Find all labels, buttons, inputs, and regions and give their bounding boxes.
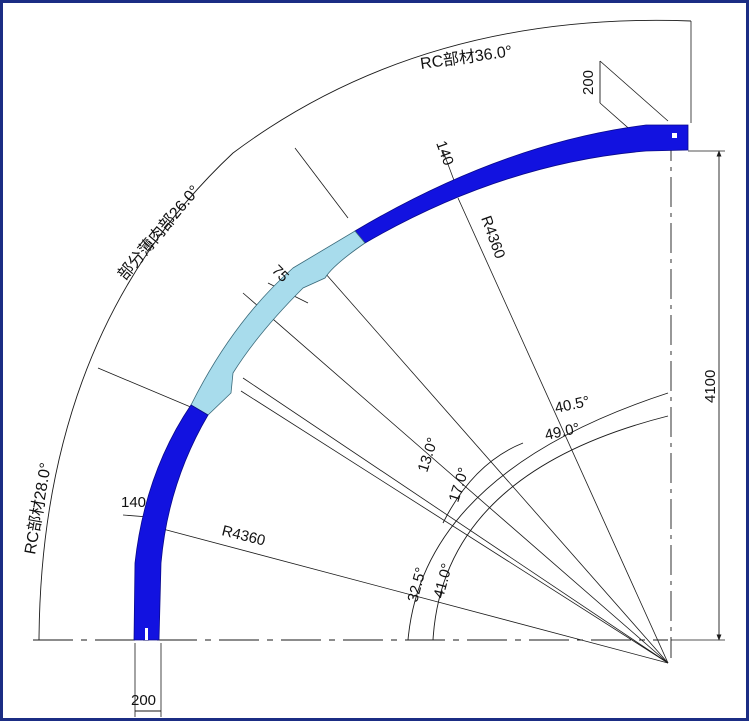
label-radius-lower: R4360: [220, 522, 267, 549]
outer-dimension-arc: [38, 19, 692, 641]
label-angle-170: 17.0°: [446, 466, 473, 505]
rc-member-lower: [133, 404, 209, 641]
radial-lines: [158, 197, 669, 664]
arch-section-diagram: RC部材36.0° 部分薄肉部26.0° RC部材28.0° 200 140 R…: [21, 19, 725, 717]
label-dim-140-left: 140: [121, 494, 146, 511]
label-dim-200-top: 200: [580, 70, 597, 95]
label-dim-4100: 4100: [702, 370, 719, 403]
label-rc-bottom: RC部材28.0°: [21, 461, 55, 555]
extension-line-1: [294, 147, 349, 219]
angle-arc-130-170: [442, 442, 524, 524]
joint-mark-bottom: [145, 628, 148, 640]
angle-arc-490: [432, 415, 669, 641]
label-angle-490: 49.0°: [543, 420, 581, 444]
dim-200-top-ext1: [599, 60, 669, 122]
thin-section: [190, 230, 366, 416]
label-angle-325: 32.5°: [404, 566, 430, 604]
dim-140-top-leader: [442, 150, 456, 184]
label-angle-405: 40.5°: [553, 393, 591, 417]
label-angle-130: 13.0°: [415, 436, 442, 475]
joint-mark-top: [672, 133, 677, 138]
label-angle-410: 41.0°: [430, 562, 456, 600]
rc-member-upper: [354, 124, 689, 244]
angle-arc-405: [407, 392, 669, 641]
extension-line-2: [97, 367, 194, 409]
label-rc-top: RC部材36.0°: [419, 42, 513, 73]
label-dim-200-bottom: 200: [131, 692, 156, 709]
label-partial-thin: 部分薄肉部26.0°: [114, 182, 203, 284]
label-dim-140-top: 140: [432, 139, 457, 168]
label-radius-upper: R4360: [477, 214, 508, 261]
